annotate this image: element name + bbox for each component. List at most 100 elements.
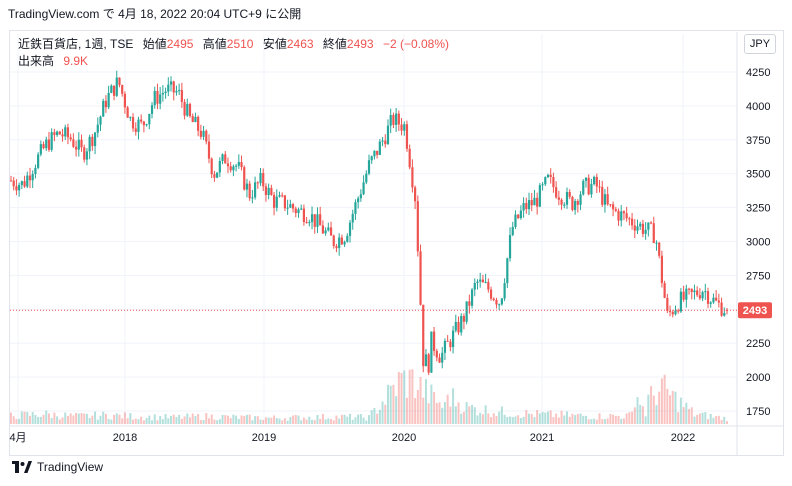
candle-body	[137, 119, 140, 132]
volume-bar	[202, 419, 205, 424]
candle-body	[454, 321, 457, 331]
candle-body	[620, 211, 623, 221]
volume-bar	[636, 397, 639, 424]
tradingview-logo[interactable]: TradingView	[12, 460, 103, 474]
candle-body	[544, 177, 547, 185]
volume-bar	[707, 419, 710, 424]
volume-bar	[189, 417, 191, 424]
y-tick-label: 4000	[746, 101, 770, 113]
candle-body	[690, 288, 693, 293]
candle-body	[574, 201, 577, 210]
volume-bar	[183, 416, 186, 424]
volume-bar	[10, 412, 12, 424]
site-name[interactable]: TradingView.com	[8, 7, 100, 21]
tradingview-logo-icon	[12, 461, 32, 473]
candle-body	[457, 321, 460, 333]
candle-body	[205, 130, 208, 142]
volume-bar	[658, 391, 661, 424]
candle-body	[611, 204, 615, 210]
volume-bar	[541, 411, 544, 424]
volume-bar	[91, 415, 94, 424]
y-tick-label: 2250	[746, 338, 770, 350]
volume-bar	[625, 413, 628, 424]
volume-bar	[693, 416, 696, 424]
candle-body	[565, 192, 569, 205]
volume-bar	[39, 416, 42, 424]
candle-body	[156, 90, 159, 104]
candle-body	[712, 297, 715, 303]
volume-bar	[726, 421, 728, 424]
volume-bar	[178, 414, 181, 424]
candle-body	[140, 119, 143, 122]
volume-bar	[471, 404, 474, 424]
volume-bar	[34, 414, 37, 424]
volume-bar	[180, 418, 183, 424]
candle-body	[69, 137, 72, 140]
volume-bar	[606, 418, 609, 424]
candle-body	[525, 203, 528, 210]
candle-body	[555, 187, 558, 198]
legend-change: −2 (−0.08%)	[382, 37, 449, 51]
candle-body	[126, 107, 129, 118]
chart-frame[interactable]	[9, 30, 784, 456]
candle-body	[72, 139, 75, 147]
candle-body	[460, 315, 463, 333]
volume-bar	[134, 418, 137, 424]
candle-body	[498, 304, 501, 306]
legend-symbol[interactable]: 近鉄百貨店, 1週, TSE	[18, 37, 134, 51]
volume-bar	[666, 388, 669, 424]
volume-bar	[647, 394, 650, 424]
candle-body	[188, 103, 192, 117]
candle-body	[18, 184, 21, 191]
candle-body	[522, 203, 525, 211]
candle-body	[313, 214, 316, 227]
volume-bar	[557, 417, 560, 424]
volume-bar	[446, 394, 449, 424]
candle-body	[53, 132, 56, 136]
volume-bar	[267, 417, 270, 424]
candle-body	[221, 154, 224, 161]
candle-body	[568, 192, 571, 197]
candle-body	[354, 202, 357, 214]
volume-bar	[601, 419, 604, 424]
volume-bar	[199, 420, 202, 424]
candle-body	[395, 113, 398, 125]
volume-bar	[438, 402, 441, 424]
candle-body	[335, 246, 338, 249]
volume-bar	[454, 406, 457, 424]
volume-bar	[248, 414, 251, 424]
candle-body	[687, 288, 691, 290]
volume-bar	[663, 374, 666, 424]
volume-bar	[671, 390, 674, 424]
candle-body	[161, 93, 164, 95]
currency-button[interactable]: JPY	[744, 34, 776, 54]
candle-body	[633, 225, 636, 231]
candle-body	[484, 281, 487, 283]
y-tick-label: 2750	[746, 270, 770, 282]
candle-body	[424, 354, 428, 367]
volume-bar	[221, 414, 224, 424]
candle-body	[527, 200, 531, 210]
candle-body	[617, 210, 620, 221]
volume-bar	[704, 412, 707, 424]
candle-body	[411, 167, 414, 188]
volume-bar	[357, 414, 360, 424]
volume-bar	[677, 412, 680, 424]
volume-bar	[373, 407, 376, 424]
volume-bar	[612, 414, 615, 424]
candle-body	[682, 291, 685, 300]
volume-bar	[435, 403, 438, 424]
volume-bar	[603, 419, 606, 424]
candle-body	[546, 174, 550, 178]
legend-open-label: 始値	[142, 37, 167, 51]
volume-bar	[47, 413, 50, 424]
candle-body	[441, 352, 444, 363]
volume-bar	[213, 419, 216, 424]
candle-body	[582, 180, 585, 195]
candle-body	[291, 204, 295, 209]
candle-body	[636, 226, 639, 231]
candle-body	[704, 291, 707, 293]
volume-bar	[397, 371, 400, 424]
candle-body	[365, 173, 368, 183]
